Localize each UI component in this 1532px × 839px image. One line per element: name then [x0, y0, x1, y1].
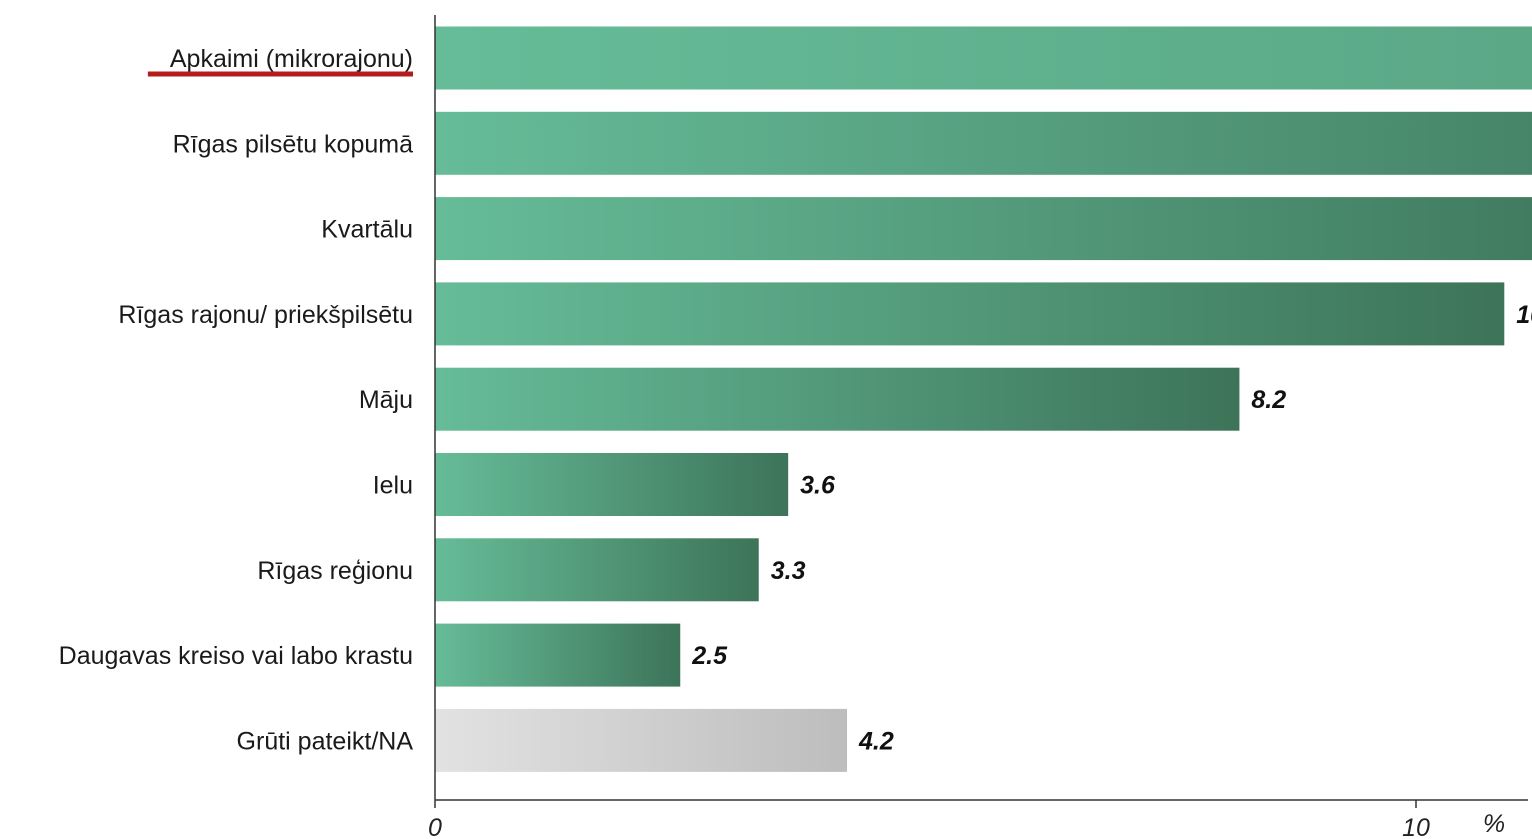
- category-label-3: Rīgas rajonu/ priekšpilsētu: [118, 301, 413, 329]
- category-label-0: Apkaimi (mikrorajonu): [170, 45, 413, 73]
- highlight-annotations: [147, 71, 413, 77]
- bar-8: [435, 708, 848, 772]
- bar-0: [435, 26, 1532, 90]
- category-label-1: Rīgas pilsētu kopumā: [173, 130, 414, 158]
- axes-group: [434, 15, 1528, 801]
- category-labels-group: Apkaimi (mikrorajonu) Rīgas pilsētu kopum…: [59, 45, 414, 755]
- bar-1: [435, 111, 1532, 175]
- category-label-5: Ielu: [373, 472, 413, 500]
- bar-5: [435, 453, 789, 516]
- bar-6: [435, 538, 759, 602]
- x-axis-unit-label: %: [1483, 810, 1505, 838]
- value-label-6: 3.3: [771, 557, 806, 585]
- value-label-3: 10.9: [1516, 301, 1532, 329]
- bar-3: [435, 282, 1505, 346]
- bar-4: [435, 367, 1240, 431]
- x-tick-label-1: 10: [1402, 814, 1430, 839]
- x-tick-label-0: 0: [428, 814, 442, 839]
- bars-group: [435, 26, 1532, 772]
- bar-2: [435, 197, 1532, 261]
- value-label-5: 3.6: [800, 472, 836, 500]
- value-label-4: 8.2: [1251, 386, 1286, 414]
- category-label-8: Grūti pateikt/NA: [237, 727, 414, 755]
- category-label-4: Māju: [359, 386, 413, 414]
- value-labels-group: 40.114.712.610.98.23.63.32.54.2: [691, 301, 1532, 756]
- bar-7: [435, 623, 681, 687]
- x-ticks-group: 010203040: [428, 800, 1430, 839]
- category-label-2: Kvartālu: [321, 216, 413, 244]
- category-label-7: Daugavas kreiso vai labo krastu: [59, 642, 413, 670]
- value-label-8: 4.2: [858, 727, 894, 755]
- value-label-7: 2.5: [691, 642, 728, 670]
- category-label-6: Rīgas reģionu: [257, 557, 413, 585]
